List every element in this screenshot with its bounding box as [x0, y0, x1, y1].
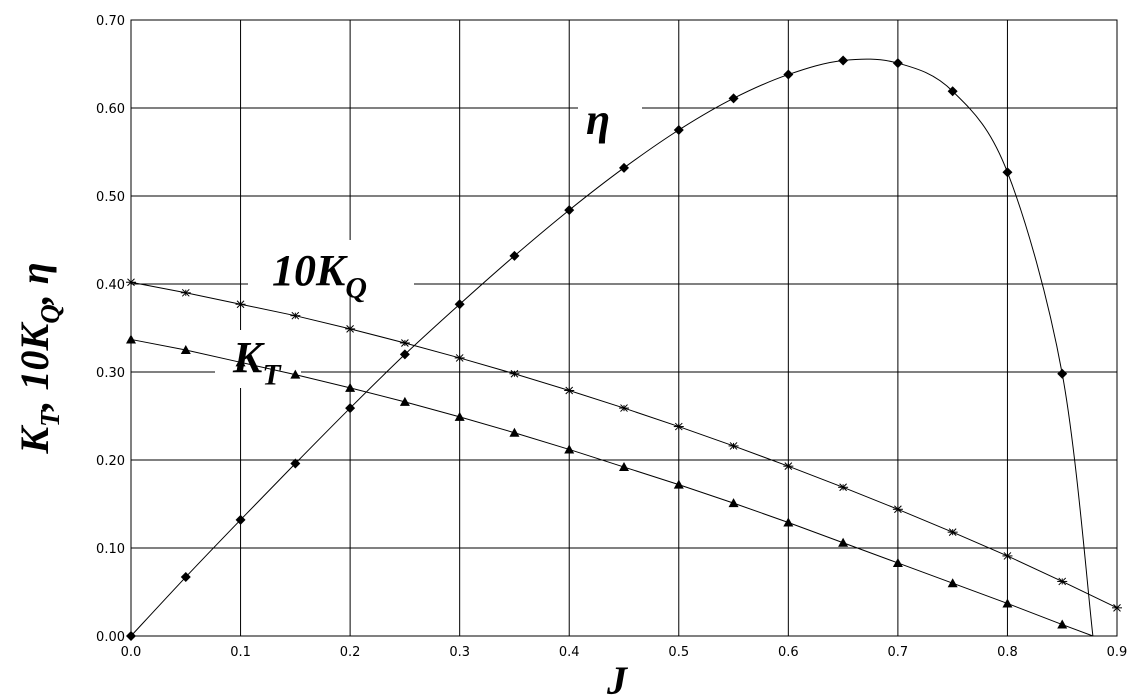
data-point-triangle	[509, 427, 520, 437]
label-main: K	[232, 333, 265, 382]
data-point-star	[1057, 577, 1068, 586]
tick-labels: 0.0 0.1 0.2 0.3 0.4 0.5 0.6 0.7 0.8 0.9 0.00 0.10 0.…	[96, 14, 1127, 660]
data-point-star	[180, 288, 191, 297]
data-point-star	[728, 442, 739, 450]
data-point-star	[892, 505, 903, 514]
y-tick-label: 0.40	[96, 278, 125, 293]
y-tick-label: 0.50	[96, 190, 125, 205]
data-point-star	[947, 528, 958, 537]
data-point-triangle	[399, 396, 410, 406]
data-point-triangle	[619, 462, 629, 472]
data-point-triangle	[892, 557, 903, 567]
y-axis-title: KT, 10KQ, η	[12, 262, 65, 454]
eta-label-pane	[578, 92, 642, 142]
data-point-diamond	[180, 572, 191, 583]
data-point-diamond	[564, 205, 575, 216]
kq-label-pane	[248, 240, 414, 296]
x-tick-label: 0.8	[997, 645, 1018, 660]
y-tick-label: 0.30	[96, 366, 125, 381]
data-point-diamond	[728, 93, 739, 104]
x-tick-label: 0.2	[340, 645, 361, 660]
data-point-diamond	[892, 58, 903, 69]
axis-title-subscript: T	[35, 409, 65, 427]
data-point-diamond	[126, 631, 136, 641]
grid	[130, 19, 1118, 637]
data-point-diamond	[1002, 167, 1013, 178]
data-point-triangle	[345, 382, 356, 392]
data-point-star	[454, 354, 465, 362]
data-point-diamond	[345, 403, 356, 414]
series-label-kt: KT	[232, 333, 282, 391]
data-point-star	[673, 422, 684, 431]
data-point-diamond	[673, 125, 684, 135]
data-point-diamond	[454, 299, 465, 310]
series-label-eta: η	[586, 95, 610, 144]
axis-title-subscript: Q	[35, 304, 65, 324]
data-point-triangle	[564, 444, 575, 454]
axis-title-part: , η	[12, 262, 57, 305]
data-point-diamond	[619, 162, 629, 173]
data-point-triangle	[1002, 598, 1013, 608]
markers	[126, 55, 1122, 641]
kt-label-pane	[215, 330, 301, 388]
data-point-star	[783, 462, 794, 471]
data-point-triangle	[783, 517, 794, 527]
series-label-10kq: 10KQ	[272, 246, 367, 304]
data-point-triangle	[673, 479, 684, 489]
data-point-triangle	[126, 334, 136, 344]
data-point-triangle	[290, 369, 301, 379]
x-tick-label: 0.9	[1107, 645, 1128, 660]
data-point-diamond	[1057, 368, 1068, 379]
data-point-triangle	[1057, 619, 1068, 629]
data-point-triangle	[235, 357, 246, 367]
x-axis-title: J	[606, 658, 629, 700]
data-point-triangle	[838, 537, 849, 547]
y-tick-label: 0.20	[96, 454, 125, 469]
data-point-star	[564, 386, 575, 395]
x-tick-label: 0.5	[668, 645, 689, 660]
x-tick-label: 0.0	[121, 645, 142, 660]
x-tick-label: 0.6	[778, 645, 799, 660]
y-tick-label: 0.10	[96, 542, 125, 557]
label-panes	[215, 92, 642, 388]
data-point-diamond	[399, 349, 410, 360]
data-point-star	[838, 483, 849, 492]
data-point-diamond	[290, 458, 301, 469]
data-point-diamond	[947, 86, 958, 97]
x-tick-label: 0.3	[449, 645, 470, 660]
data-point-triangle	[180, 345, 191, 354]
data-point-diamond	[838, 55, 849, 66]
data-point-star	[126, 278, 136, 287]
x-tick-label: 0.7	[888, 645, 909, 660]
label-main: 10K	[272, 246, 348, 295]
data-point-star	[290, 311, 301, 320]
y-tick-label: 0.60	[96, 102, 125, 117]
data-point-star	[345, 325, 356, 333]
data-point-star	[1002, 552, 1013, 560]
y-tick-label: 0.00	[96, 630, 125, 645]
label-subscript: Q	[345, 271, 367, 304]
data-point-star	[509, 369, 520, 378]
data-point-star	[619, 404, 629, 412]
plot-frame	[130, 19, 1118, 637]
data-point-diamond	[235, 514, 246, 525]
data-point-triangle	[454, 411, 465, 421]
y-tick-label: 0.70	[96, 14, 125, 29]
data-point-star	[235, 300, 246, 309]
label-main: η	[586, 95, 610, 144]
data-point-diamond	[509, 250, 520, 261]
x-tick-label: 0.1	[230, 645, 251, 660]
axis-title-part: , 10K	[12, 321, 57, 411]
data-point-star	[399, 339, 410, 347]
data-point-star	[1112, 603, 1122, 612]
data-point-triangle	[728, 498, 739, 508]
data-point-diamond	[783, 69, 794, 80]
data-point-triangle	[947, 578, 958, 588]
x-tick-label: 0.4	[559, 645, 580, 660]
label-subscript: T	[262, 358, 282, 391]
axis-title-part: K	[12, 425, 57, 455]
